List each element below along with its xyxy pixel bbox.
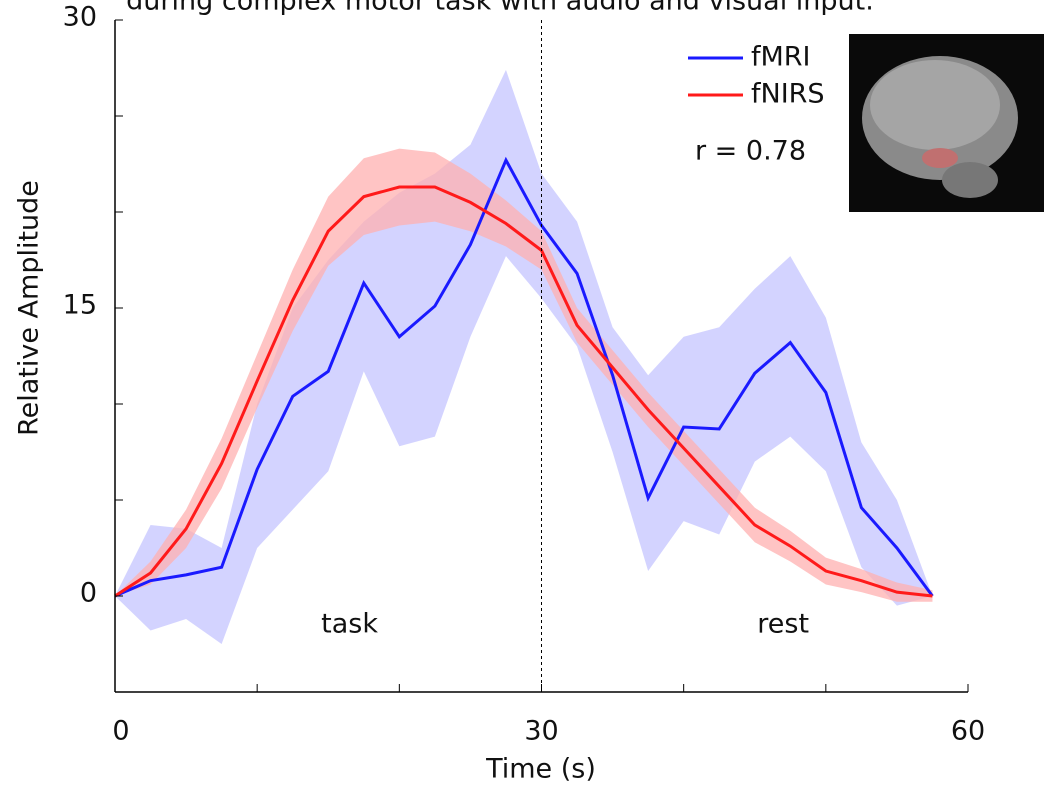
- x-axis-title: Time (s): [485, 754, 596, 785]
- legend-label: fMRI: [751, 42, 811, 73]
- stat-label: r = 0.78: [695, 136, 806, 167]
- brain-image: [849, 34, 1044, 212]
- legend-label: fNIRS: [751, 79, 825, 110]
- series-line: [114, 185, 933, 598]
- annotation: rest: [757, 608, 809, 639]
- annotation: task: [321, 608, 378, 639]
- series-line: [114, 156, 934, 598]
- y-tick-label: 30: [63, 2, 97, 33]
- x-tick-label: 30: [524, 716, 558, 747]
- y-tick-label: 15: [63, 290, 97, 321]
- x-tick-label: 60: [951, 716, 985, 747]
- error-band: [115, 148, 933, 602]
- y-tick-label: 0: [80, 578, 97, 609]
- y-axis-title: Relative Amplitude: [14, 180, 45, 436]
- x-tick-label: 0: [112, 716, 129, 747]
- chart-title: during complex motor task with audio and…: [126, 0, 874, 17]
